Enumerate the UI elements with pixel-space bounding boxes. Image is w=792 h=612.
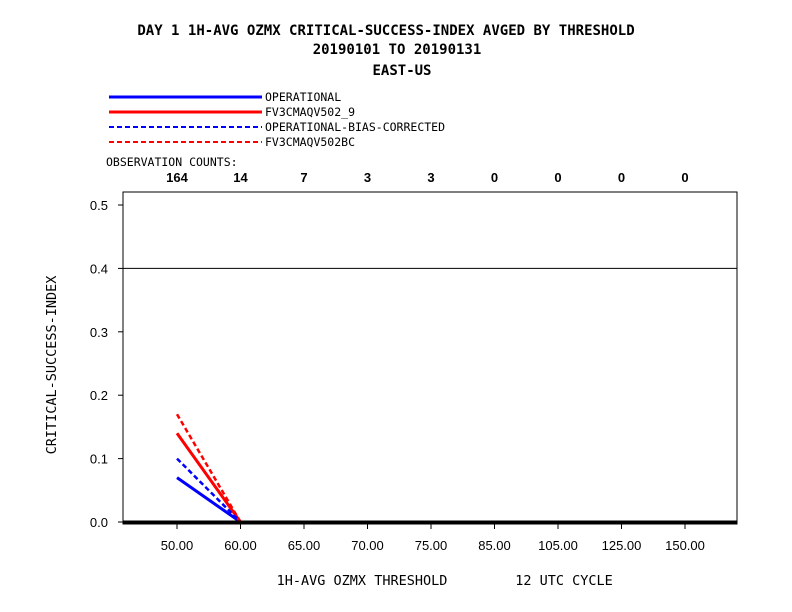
observation-counts-label: OBSERVATION COUNTS: — [106, 155, 238, 169]
observation-count-8: 0 — [681, 170, 688, 185]
x-tick-label-3: 70.00 — [351, 538, 384, 553]
observation-count-2: 7 — [300, 170, 307, 185]
series-lines — [175, 413, 242, 524]
observation-count-3: 3 — [364, 170, 371, 185]
x-tick-label-5: 85.00 — [478, 538, 511, 553]
y-tick-label-4: 0.4 — [90, 261, 108, 276]
observation-count-7: 0 — [618, 170, 625, 185]
legend-label-1: FV3CMAQV502_9 — [265, 105, 355, 119]
legend-label-3: FV3CMAQV502BC — [265, 135, 355, 149]
y-axis: 0.0 0.1 0.2 0.3 0.4 0.5 — [90, 198, 123, 530]
observation-count-6: 0 — [554, 170, 561, 185]
x-axis-title: 1H-AVG OZMX THRESHOLD — [277, 573, 448, 589]
y-tick-label-1: 0.1 — [90, 452, 108, 467]
x-tick-label-6: 105.00 — [538, 538, 578, 553]
observation-count-4: 3 — [427, 170, 434, 185]
chart-title: DAY 1 1H-AVG OZMX CRITICAL-SUCCESS-INDEX… — [137, 23, 634, 39]
x-axis-cycle: 12 UTC CYCLE — [515, 573, 613, 589]
observation-counts: 164 14 7 3 3 0 0 0 0 — [166, 170, 688, 185]
plot-frame — [122, 191, 738, 525]
legend-label-0: OPERATIONAL — [265, 90, 341, 104]
chart-date-range: 20190101 TO 20190131 — [313, 42, 482, 58]
y-tick-label-5: 0.5 — [90, 198, 108, 213]
series-line-2 — [176, 457, 242, 523]
y-tick-label-3: 0.3 — [90, 325, 108, 340]
observation-count-1: 14 — [233, 170, 248, 185]
chart-region: EAST-US — [372, 63, 431, 79]
series-line-0 — [176, 476, 242, 524]
x-tick-label-8: 150.00 — [665, 538, 705, 553]
x-tick-label-7: 125.00 — [602, 538, 642, 553]
y-axis-title: CRITICAL-SUCCESS-INDEX — [44, 276, 60, 455]
y-tick-label-0: 0.0 — [90, 515, 108, 530]
series-line-3 — [175, 413, 242, 523]
legend: OPERATIONALFV3CMAQV502_9OPERATIONAL-BIAS… — [109, 90, 445, 149]
x-tick-label-1: 60.00 — [224, 538, 257, 553]
observation-count-0: 164 — [166, 170, 188, 185]
x-tick-label-2: 65.00 — [288, 538, 321, 553]
y-tick-label-2: 0.2 — [90, 388, 108, 403]
observation-count-5: 0 — [491, 170, 498, 185]
x-axis: 50.00 60.00 65.00 70.00 75.00 85.00 105.00 125.… — [161, 524, 705, 553]
series-line-1 — [175, 432, 242, 523]
x-tick-label-4: 75.00 — [415, 538, 448, 553]
legend-label-2: OPERATIONAL-BIAS-CORRECTED — [265, 120, 445, 134]
x-tick-label-0: 50.00 — [161, 538, 194, 553]
